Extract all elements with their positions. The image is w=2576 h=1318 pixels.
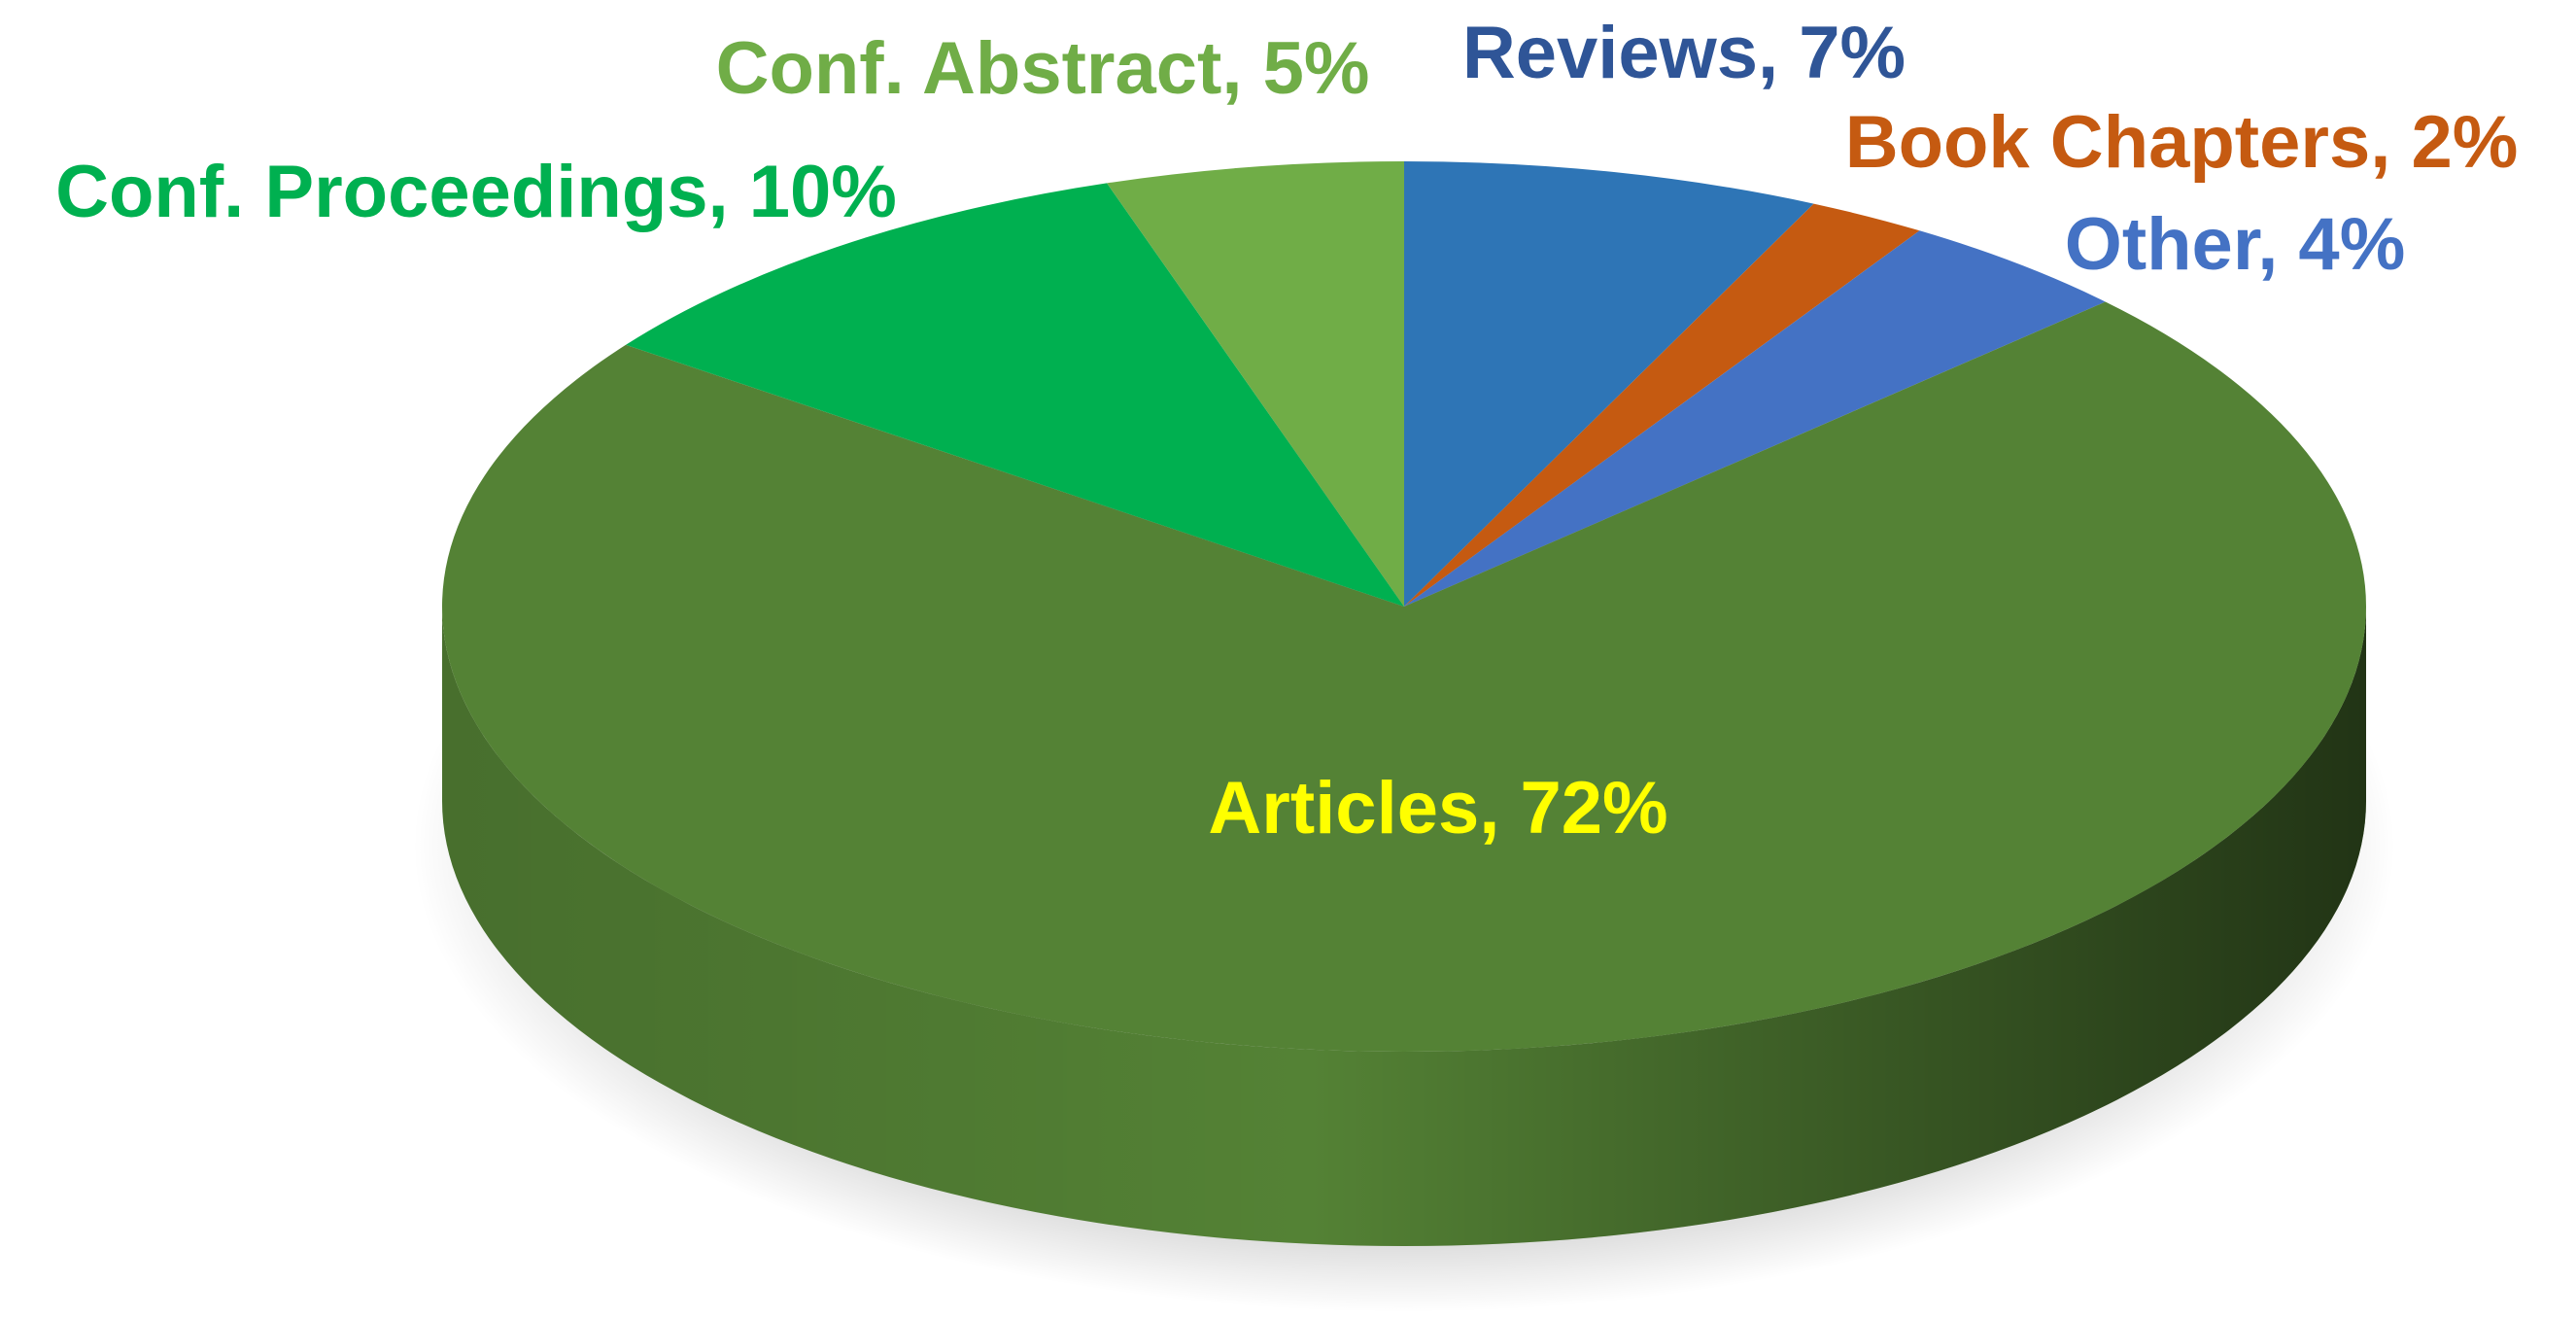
data-label: Conf. Abstract, 5%: [716, 27, 1370, 110]
data-label: Reviews, 7%: [1462, 12, 1906, 94]
data-label: Conf. Proceedings, 10%: [55, 151, 897, 233]
data-label: Book Chapters, 2%: [1845, 101, 2519, 184]
pie-slice: [442, 301, 2366, 1052]
pie-slice: [626, 183, 1404, 607]
pie-slice: [1107, 161, 1404, 607]
pie-slice: [1404, 230, 2106, 607]
data-label: Articles, 72%: [1208, 767, 1667, 850]
pie-slice: [1404, 203, 1920, 607]
pie-side-shade: [442, 607, 2366, 1246]
data-label: Other, 4%: [2065, 203, 2406, 286]
pie-slice: [1404, 161, 1814, 607]
